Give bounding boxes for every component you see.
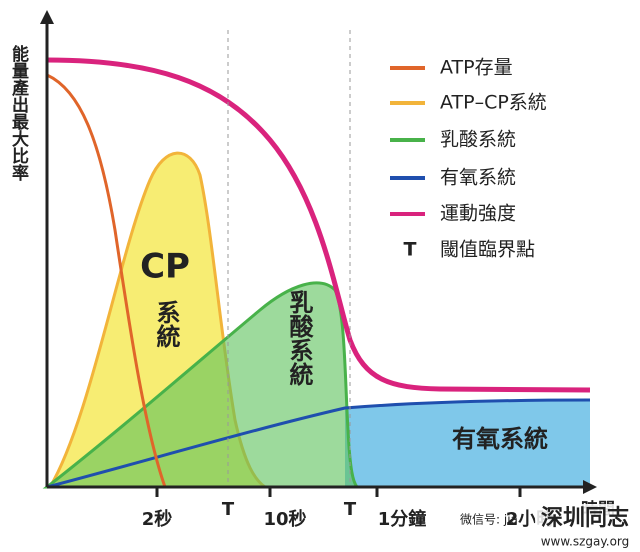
x-tick-label: 2秒 bbox=[142, 508, 173, 530]
x-tick-label: 1分鐘 bbox=[378, 508, 427, 530]
intensity-line bbox=[46, 57, 591, 393]
x-tick-label: T bbox=[344, 499, 357, 520]
ticks bbox=[155, 487, 522, 497]
watermark-url: www.szgay.org bbox=[541, 535, 630, 549]
watermark-logo: 深圳同志 bbox=[541, 506, 629, 531]
cp-system-label: 系統 bbox=[152, 300, 180, 349]
legend-label: 運動強度 bbox=[440, 203, 516, 225]
lactic-label: 乳酸系統 bbox=[285, 289, 313, 387]
aerobic-area bbox=[345, 400, 590, 487]
x-tick-label: T bbox=[222, 499, 235, 520]
legend-label: 有氧系統 bbox=[440, 167, 516, 189]
y-arrow bbox=[40, 10, 54, 24]
watermark-bg bbox=[535, 504, 635, 534]
lactic-area bbox=[42, 281, 361, 489]
legend-label: ATP存量 bbox=[440, 57, 513, 79]
watermark-wechat: 微信号: jia bbox=[460, 513, 518, 527]
cp-label: CP bbox=[140, 247, 190, 287]
legend-symbol: T bbox=[404, 239, 417, 261]
aerobic-label: 有氧系統 bbox=[452, 425, 548, 453]
legend-label: ATP–CP系統 bbox=[440, 92, 547, 114]
x-arrow bbox=[583, 480, 597, 494]
legend: ATP存量 ATP–CP系統 乳酸系統 有氧系統 運動強度 T 閾值臨界點 bbox=[390, 57, 547, 261]
x-tick-label: 10秒 bbox=[263, 508, 306, 530]
atp-line bbox=[46, 73, 167, 488]
y-label: 能量產出最大比率 bbox=[8, 44, 29, 182]
legend-label: 乳酸系統 bbox=[440, 129, 516, 151]
legend-label: 閾值臨界點 bbox=[440, 239, 535, 261]
aerobic-line bbox=[46, 398, 591, 489]
